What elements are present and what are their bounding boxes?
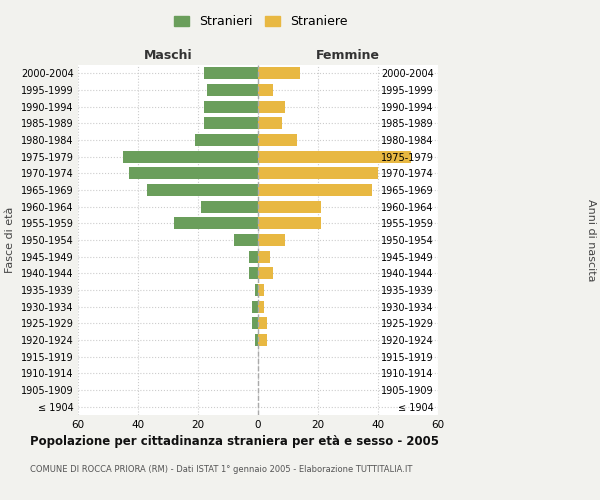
Bar — [258, 184, 372, 196]
Bar — [258, 168, 378, 179]
Bar — [258, 150, 411, 162]
Bar — [204, 68, 258, 80]
Bar — [252, 300, 258, 312]
Text: Popolazione per cittadinanza straniera per età e sesso - 2005: Popolazione per cittadinanza straniera p… — [30, 435, 439, 448]
Bar — [258, 300, 264, 312]
Bar — [258, 200, 321, 212]
Bar — [195, 134, 258, 146]
Bar — [252, 318, 258, 330]
Bar — [249, 250, 258, 262]
Bar — [174, 218, 258, 230]
Text: Femmine: Femmine — [316, 48, 380, 62]
Bar — [258, 234, 285, 246]
Bar — [258, 250, 270, 262]
Bar — [255, 284, 258, 296]
Bar — [258, 318, 267, 330]
Bar — [123, 150, 258, 162]
Text: COMUNE DI ROCCA PRIORA (RM) - Dati ISTAT 1° gennaio 2005 - Elaborazione TUTTITAL: COMUNE DI ROCCA PRIORA (RM) - Dati ISTAT… — [30, 465, 412, 474]
Bar — [204, 100, 258, 112]
Bar — [204, 118, 258, 130]
Bar — [255, 334, 258, 346]
Bar — [258, 284, 264, 296]
Bar — [258, 268, 273, 280]
Y-axis label: Fasce di età: Fasce di età — [5, 207, 16, 273]
Bar — [258, 218, 321, 230]
Text: Maschi: Maschi — [143, 48, 193, 62]
Bar — [129, 168, 258, 179]
Bar — [258, 84, 273, 96]
Legend: Stranieri, Straniere: Stranieri, Straniere — [169, 10, 353, 33]
Bar — [258, 100, 285, 112]
Text: Anni di nascita: Anni di nascita — [586, 198, 596, 281]
Bar — [234, 234, 258, 246]
Bar — [147, 184, 258, 196]
Bar — [258, 134, 297, 146]
Bar — [258, 118, 282, 130]
Bar — [258, 334, 267, 346]
Bar — [207, 84, 258, 96]
Bar — [249, 268, 258, 280]
Bar — [201, 200, 258, 212]
Bar — [258, 68, 300, 80]
